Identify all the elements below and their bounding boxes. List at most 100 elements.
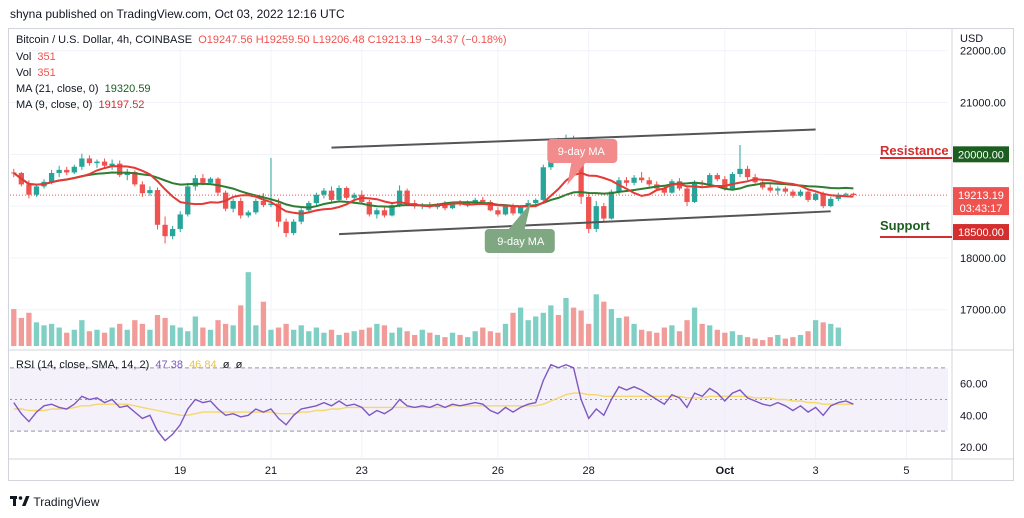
candle-body: [366, 201, 372, 215]
volume-bar: [805, 331, 811, 346]
volume-bar: [820, 322, 826, 346]
volume-bar: [245, 272, 251, 346]
volume-bar: [396, 327, 403, 346]
support-label: Support: [880, 218, 930, 233]
volume-bar: [744, 337, 751, 346]
volume-bar: [117, 323, 123, 346]
candle-body: [245, 212, 251, 216]
candle-body: [48, 172, 55, 182]
legend-rsi-sma-value: 46.84: [189, 359, 217, 371]
legend-ma9-value: 19197.52: [98, 99, 145, 111]
candle-body: [684, 188, 690, 202]
x-tick-label: 23: [356, 465, 368, 477]
rsi-y-tick-label: 20.00: [960, 442, 988, 454]
candle-body: [669, 181, 675, 193]
candle-body: [64, 169, 70, 173]
candle-body: [661, 188, 667, 193]
volume-bar: [306, 331, 312, 346]
candle-body: [94, 161, 100, 164]
volume-bar: [465, 337, 471, 346]
candle-body: [321, 190, 327, 195]
candle-body: [729, 174, 736, 189]
legend-vol-value: 351: [37, 51, 56, 63]
legend-ma21-label: MA (21, close, 0): [16, 83, 99, 95]
candle-body: [275, 203, 282, 222]
legend-rsi-value: 47.38: [155, 359, 183, 371]
volume-bar: [608, 309, 615, 346]
volume-bar: [623, 316, 630, 346]
volume-bar: [366, 327, 372, 346]
candle-body: [56, 169, 62, 173]
candle-body: [192, 178, 198, 187]
resistance-price-text: 20000.00: [958, 149, 1004, 161]
candle-body: [586, 196, 592, 229]
volume-bar: [449, 332, 456, 346]
resistance-price-tag: [953, 146, 1009, 163]
candle-body: [253, 200, 259, 213]
volume-bar: [336, 334, 342, 346]
volume-bar: [215, 320, 221, 346]
publisher-bar: shyna published on TradingView.com, Oct …: [0, 0, 1024, 28]
rsi-pane: [10, 363, 948, 442]
y-tick-label: 21000.00: [960, 98, 1006, 110]
volume-bar: [540, 312, 546, 346]
candle-body: [298, 210, 304, 222]
volume-bar: [253, 325, 259, 346]
x-tick-label: 26: [492, 465, 504, 477]
volume-bar: [48, 323, 55, 346]
symbol-name: Bitcoin / U.S. Dollar, 4h, COINBASE: [16, 34, 193, 46]
volume-bar: [298, 325, 304, 346]
candle-body: [843, 193, 849, 195]
volume-bar: [162, 317, 168, 346]
volume-bar: [578, 310, 584, 346]
volume-bar: [782, 338, 789, 346]
candle-body: [782, 188, 789, 192]
chart-frame: [8, 28, 1014, 481]
tradingview-logo-icon: [10, 495, 30, 506]
volume-bar: [132, 320, 138, 346]
candle-body: [805, 191, 811, 200]
volume-bar: [389, 332, 395, 346]
volume-bar: [185, 331, 191, 346]
volume-bar: [404, 331, 410, 346]
volume-bar: [631, 323, 637, 346]
volume-bar: [495, 332, 501, 346]
volume-bar: [328, 329, 335, 346]
volume-bar: [828, 323, 834, 346]
legend-rsi-extra-2: ø: [235, 359, 243, 371]
volume-bar: [177, 327, 183, 346]
volume-bar: [767, 337, 773, 346]
candle-body: [260, 200, 267, 206]
volume-bar: [124, 329, 130, 346]
legend-vol-value-2: 351: [37, 67, 56, 79]
candle-body: [11, 172, 17, 174]
candle-body: [578, 154, 584, 197]
rsi-sma-line: [13, 392, 854, 416]
candle-body: [336, 188, 342, 200]
volume-bar: [18, 317, 24, 346]
annotations: 9-day MA 9-day MA Resistance Support: [10, 128, 952, 253]
volume-bar: [691, 307, 698, 346]
ohlc-low: L19206.48: [312, 34, 365, 46]
legend-rsi: RSI (14, close, SMA, 14, 2) 47.38 46.84 …: [16, 359, 242, 371]
candle-body: [238, 200, 244, 216]
volume-bar: [457, 334, 463, 346]
candle-body: [26, 184, 32, 195]
channel-lower-line: [339, 210, 831, 236]
candle-body: [117, 163, 123, 176]
volume-bar: [313, 327, 320, 346]
candle-body: [775, 188, 781, 191]
support-price-text: 18500.00: [958, 227, 1004, 239]
volume-bar: [283, 323, 289, 346]
candle-body: [139, 184, 146, 194]
callout-top-bubble: [547, 139, 618, 185]
resistance-label: Resistance: [880, 143, 949, 158]
legend-vol-2: Vol 351: [16, 67, 56, 79]
volume-bar: [570, 307, 577, 346]
y-axis-title: USD: [960, 33, 983, 45]
candle-body: [744, 168, 751, 178]
volume-bar: [11, 309, 17, 346]
candle-body: [268, 203, 274, 206]
candle-body: [185, 186, 191, 215]
